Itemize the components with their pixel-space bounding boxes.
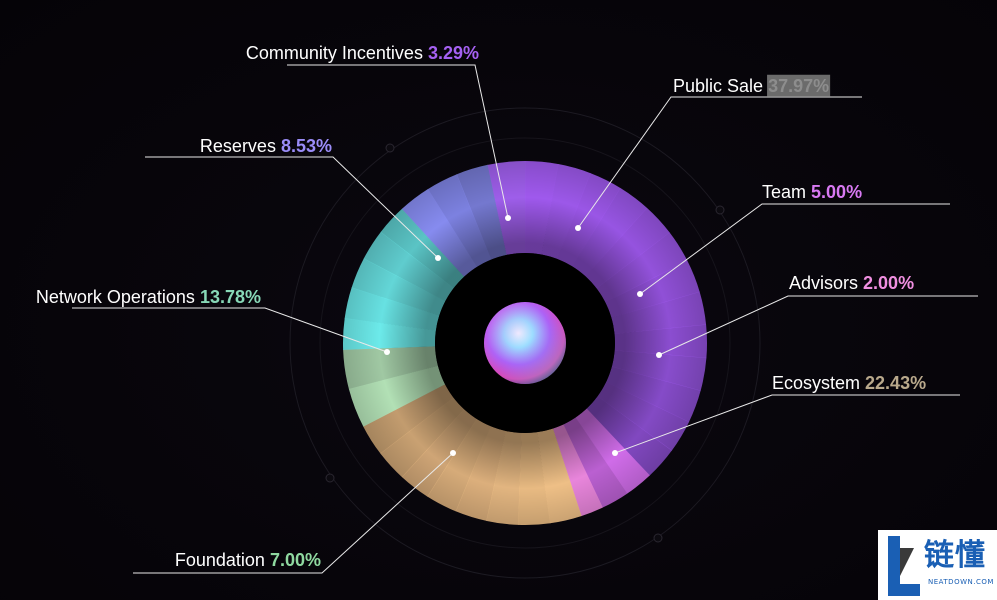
leader-dot-ecosystem [612, 450, 618, 456]
orbit-ring-inner [319, 137, 731, 549]
label-team: Team 5.00% [762, 182, 862, 202]
leader-dot-foundation [450, 450, 456, 456]
leader-dot-advisors [656, 352, 662, 358]
orbit-dot [715, 205, 725, 215]
slice-labels: Public Sale 37.97% Team 5.00% Advisors 2.0… [36, 43, 926, 570]
label-name-public-sale: Public Sale [673, 76, 768, 96]
label-name-team: Team [762, 182, 811, 202]
leader-line-network-operations [72, 307, 388, 353]
leader-line-foundation [133, 452, 454, 574]
leader-line-ecosystem [614, 394, 960, 454]
orbit-dot [653, 533, 663, 543]
label-network-operations: Network Operations 13.78% [36, 287, 261, 307]
label-value-network-operations: 13.78% [200, 287, 261, 307]
leader-dot-community-incentives [505, 215, 511, 221]
leader-line-community-incentives [287, 64, 509, 219]
watermark-logo: 链懂 NEATDOWN.COM [878, 530, 997, 600]
label-name-foundation: Foundation [175, 550, 270, 570]
leader-dot-reserves [435, 255, 441, 261]
leader-dot-team [637, 291, 643, 297]
label-reserves: Reserves 8.53% [200, 136, 332, 156]
orbit-dot [325, 473, 335, 483]
label-name-network-operations: Network Operations [36, 287, 200, 307]
label-name-reserves: Reserves [200, 136, 281, 156]
label-value-ecosystem: 22.43% [865, 373, 926, 393]
leader-line-public-sale [577, 96, 862, 229]
label-value-public-sale: 37.97% [768, 76, 829, 96]
label-community-incentives: Community Incentives 3.29% [246, 43, 479, 63]
label-value-community-incentives: 3.29% [428, 43, 479, 63]
leader-lines [72, 64, 978, 574]
label-public-sale: Public Sale 37.97% [673, 76, 829, 96]
leader-line-team [639, 203, 950, 295]
leader-dot-public-sale [575, 225, 581, 231]
orbit-ring-outer [289, 107, 761, 579]
orbit-dot [385, 143, 395, 153]
label-value-advisors: 2.00% [863, 273, 914, 293]
label-value-team: 5.00% [811, 182, 862, 202]
label-foundation: Foundation 7.00% [175, 550, 321, 570]
brand-en: NEATDOWN.COM [928, 578, 994, 586]
label-ecosystem: Ecosystem 22.43% [772, 373, 926, 393]
leader-line-reserves [145, 156, 439, 259]
label-name-ecosystem: Ecosystem [772, 373, 865, 393]
l-logo-icon [888, 536, 920, 596]
label-value-reserves: 8.53% [281, 136, 332, 156]
brand-cn: 链懂 [924, 538, 986, 573]
label-name-community-incentives: Community Incentives [246, 43, 428, 63]
label-value-foundation: 7.00% [270, 550, 321, 570]
leader-dot-network-operations [384, 349, 390, 355]
leader-line-advisors [658, 295, 978, 356]
value-highlight [767, 74, 831, 97]
label-name-advisors: Advisors [789, 273, 863, 293]
label-advisors: Advisors 2.00% [789, 273, 914, 293]
center-sphere-icon [484, 302, 566, 384]
